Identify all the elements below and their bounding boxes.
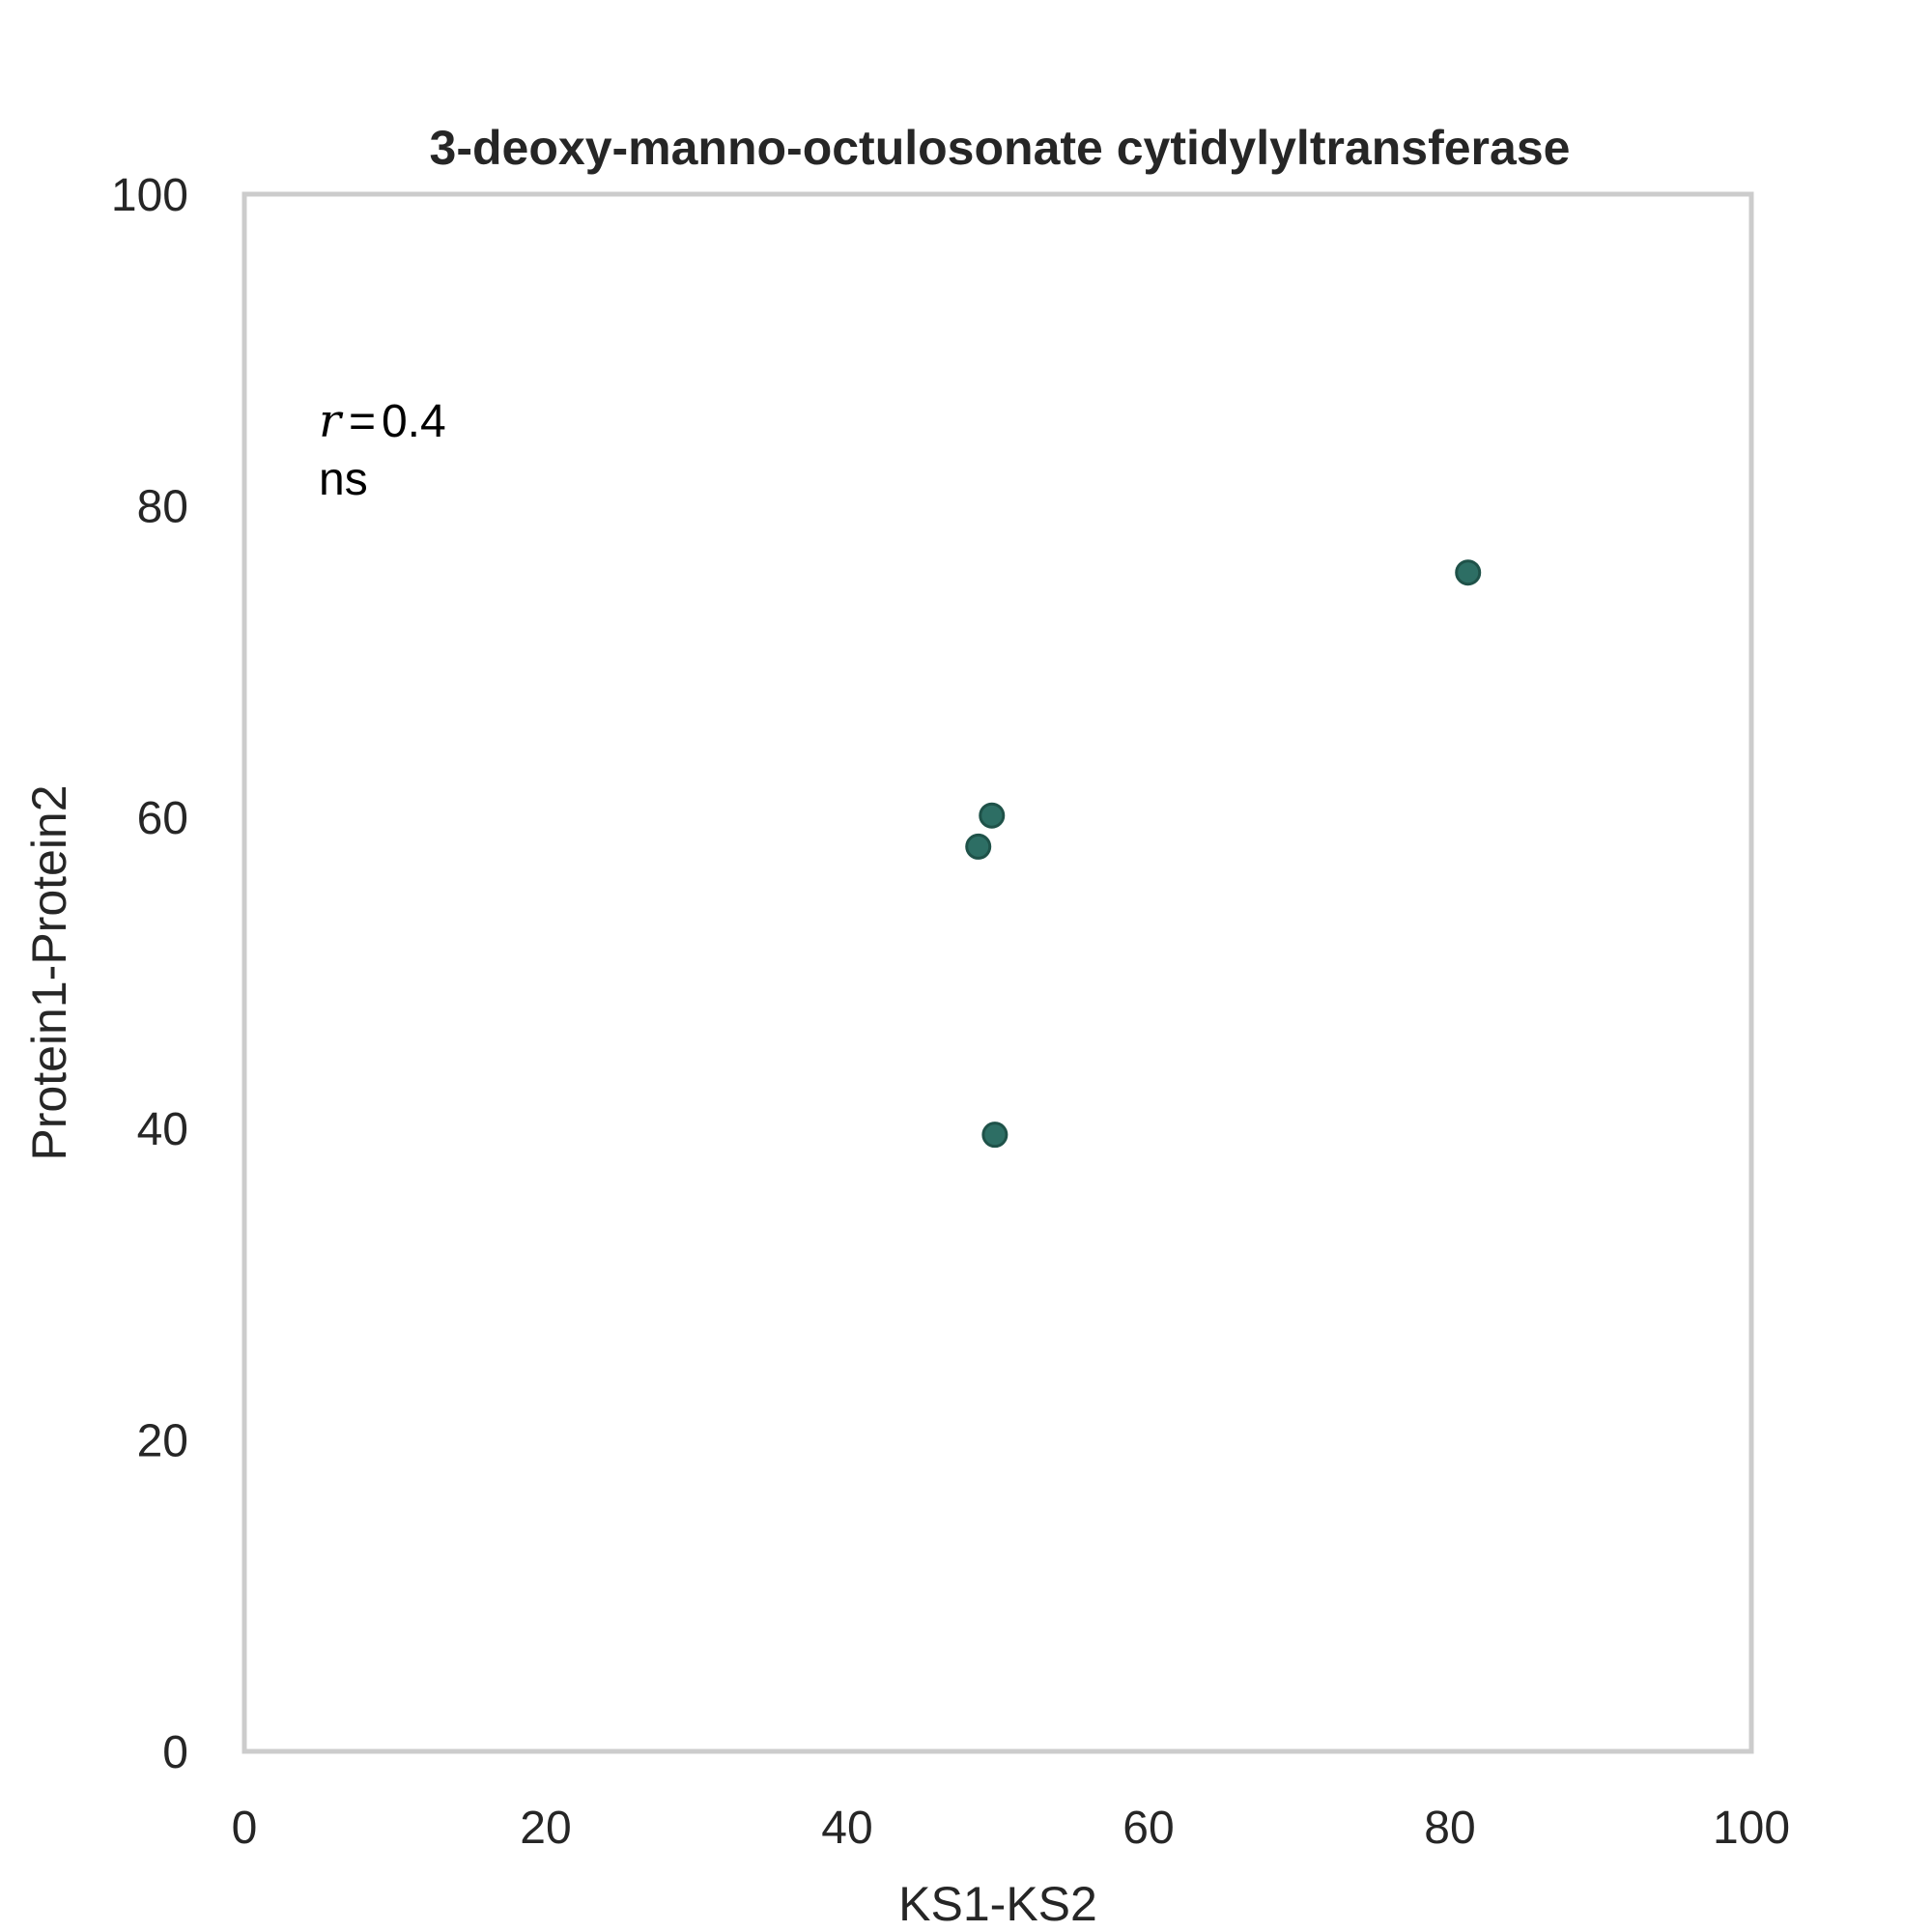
correlation-text: r = 0.4 xyxy=(319,394,446,448)
r-symbol: r xyxy=(319,394,344,448)
data-points xyxy=(965,559,1482,1149)
correlation-annotation: r = 0.4 ns xyxy=(319,394,446,505)
y-tick-label: 20 xyxy=(137,1416,188,1467)
x-tick-label: 80 xyxy=(1424,1803,1475,1854)
x-tick-label: 20 xyxy=(520,1803,571,1854)
x-tick-label: 100 xyxy=(1713,1803,1790,1854)
scatter-point xyxy=(965,833,992,860)
scatter-point xyxy=(1455,559,1482,586)
y-tick-label: 60 xyxy=(137,793,188,844)
y-tick-label: 80 xyxy=(137,481,188,532)
x-axis-label: KS1-KS2 xyxy=(898,1877,1097,1931)
scatter-point xyxy=(981,1122,1009,1149)
r-value: 0.4 xyxy=(382,396,446,447)
plot-frame xyxy=(242,191,1754,1754)
y-tick-label: 40 xyxy=(137,1104,188,1155)
y-axis-label: Protein1-Protein2 xyxy=(22,784,76,1160)
y-tick-label: 100 xyxy=(111,170,188,221)
r-equals: = xyxy=(349,396,376,447)
significance-text: ns xyxy=(319,454,368,505)
x-tick-label: 40 xyxy=(821,1803,872,1854)
x-tick-label: 60 xyxy=(1122,1803,1174,1854)
chart-title: 3-deoxy-manno-octulosonate cytidylyltran… xyxy=(430,121,1571,175)
scatter-point xyxy=(979,802,1006,829)
y-tick-label: 0 xyxy=(162,1727,188,1778)
x-tick-labels: 0 20 40 60 80 100 xyxy=(232,1803,1790,1854)
x-tick-label: 0 xyxy=(232,1803,258,1854)
y-tick-labels: 0 20 40 60 80 100 xyxy=(111,170,188,1778)
